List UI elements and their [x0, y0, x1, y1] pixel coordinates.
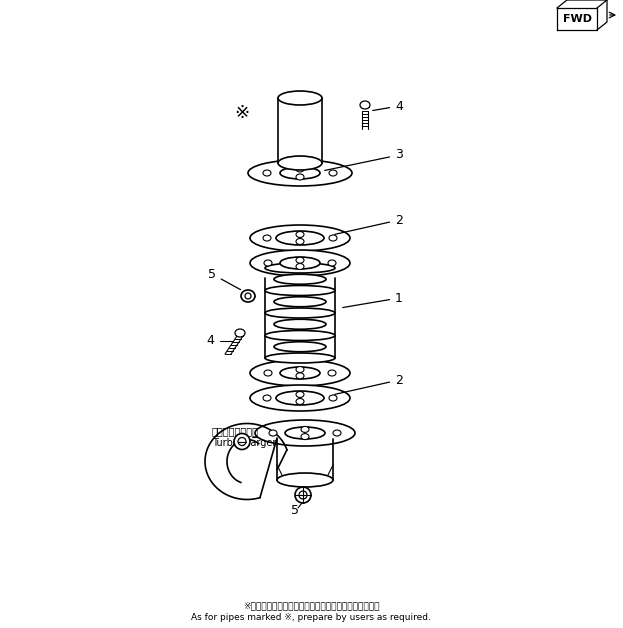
Ellipse shape	[280, 367, 320, 379]
Ellipse shape	[265, 330, 335, 340]
Ellipse shape	[296, 391, 304, 398]
Ellipse shape	[280, 257, 320, 269]
Ellipse shape	[245, 293, 251, 299]
Ellipse shape	[263, 395, 271, 401]
Text: 5: 5	[291, 504, 299, 517]
Ellipse shape	[238, 438, 246, 445]
Ellipse shape	[296, 166, 304, 172]
Ellipse shape	[299, 491, 307, 499]
Ellipse shape	[263, 170, 271, 176]
Ellipse shape	[265, 308, 335, 318]
Ellipse shape	[301, 426, 309, 433]
Ellipse shape	[265, 353, 335, 363]
Ellipse shape	[274, 319, 326, 329]
Ellipse shape	[278, 91, 322, 105]
Text: 2: 2	[335, 214, 403, 234]
Ellipse shape	[296, 367, 304, 372]
Text: FWD: FWD	[563, 14, 592, 24]
Ellipse shape	[248, 160, 352, 186]
Ellipse shape	[250, 250, 350, 276]
Text: 5: 5	[208, 268, 240, 290]
Ellipse shape	[280, 167, 320, 179]
Ellipse shape	[274, 297, 326, 306]
Ellipse shape	[241, 290, 255, 302]
Ellipse shape	[296, 239, 304, 244]
Ellipse shape	[274, 342, 326, 352]
Ellipse shape	[333, 430, 341, 436]
Ellipse shape	[296, 174, 304, 180]
Ellipse shape	[250, 225, 350, 251]
Ellipse shape	[235, 329, 245, 337]
Text: ※印のパイプはユーザーで必要に応じ準備して下さい。: ※印のパイプはユーザーで必要に応じ準備して下さい。	[243, 602, 379, 610]
Ellipse shape	[264, 370, 272, 376]
Ellipse shape	[329, 170, 337, 176]
Text: 3: 3	[325, 148, 403, 170]
Ellipse shape	[296, 257, 304, 263]
Ellipse shape	[329, 395, 337, 401]
Ellipse shape	[250, 360, 350, 386]
Ellipse shape	[269, 430, 277, 436]
Ellipse shape	[278, 156, 322, 170]
Ellipse shape	[296, 373, 304, 379]
Text: ※: ※	[234, 104, 250, 122]
Ellipse shape	[295, 487, 311, 503]
Ellipse shape	[264, 260, 272, 266]
Ellipse shape	[263, 235, 271, 241]
Text: ターボチャージャ: ターボチャージャ	[212, 426, 259, 436]
Ellipse shape	[276, 391, 324, 405]
Text: 2: 2	[335, 374, 403, 394]
Ellipse shape	[329, 235, 337, 241]
Ellipse shape	[277, 473, 333, 487]
Text: Turbocharger: Turbocharger	[212, 438, 277, 448]
Text: 4: 4	[373, 99, 403, 112]
Ellipse shape	[301, 433, 309, 440]
Ellipse shape	[265, 286, 335, 296]
Ellipse shape	[234, 433, 250, 450]
Ellipse shape	[296, 264, 304, 269]
Text: As for pipes marked ※, prepare by users as required.: As for pipes marked ※, prepare by users …	[191, 614, 431, 622]
Ellipse shape	[255, 420, 355, 446]
Ellipse shape	[276, 231, 324, 245]
Ellipse shape	[274, 274, 326, 284]
Ellipse shape	[296, 399, 304, 404]
Text: 1: 1	[343, 291, 403, 308]
Ellipse shape	[265, 263, 335, 273]
Text: 4: 4	[206, 335, 214, 347]
Ellipse shape	[285, 427, 325, 439]
Ellipse shape	[360, 101, 370, 109]
Ellipse shape	[328, 370, 336, 376]
Ellipse shape	[250, 385, 350, 411]
Ellipse shape	[328, 260, 336, 266]
Ellipse shape	[296, 232, 304, 237]
